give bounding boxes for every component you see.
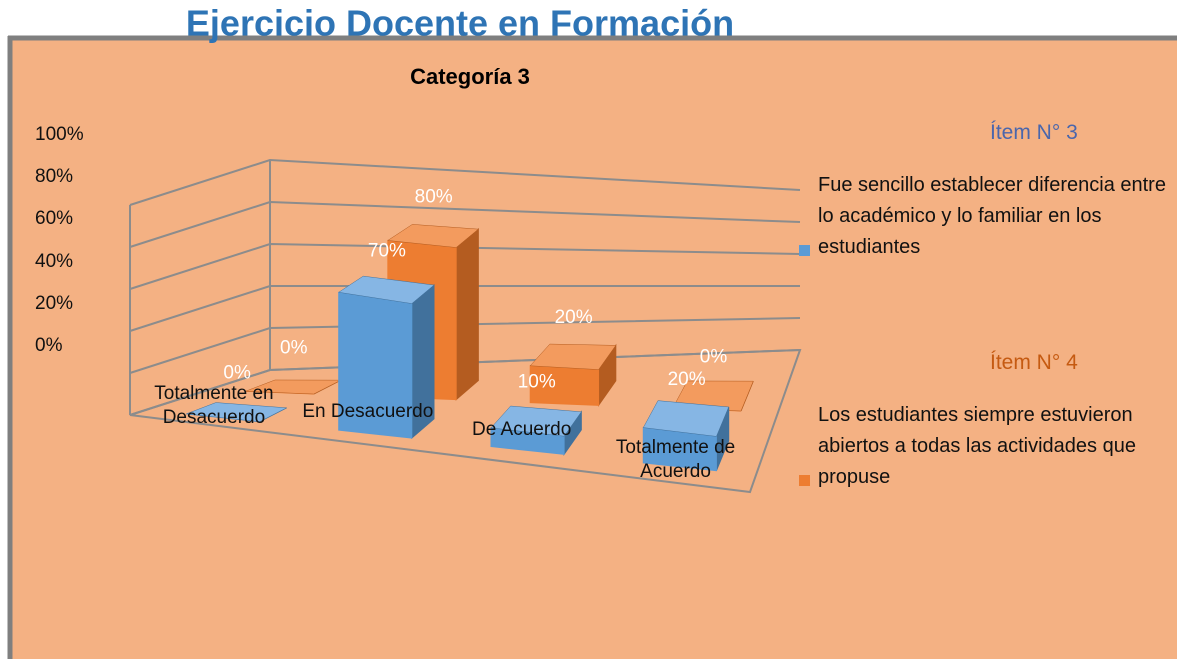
legend-label: Fue sencillo establecer diferencia entre… xyxy=(818,174,1166,258)
legend-title: Ítem N° 3 xyxy=(990,121,1078,144)
bar-top xyxy=(490,405,582,437)
chart-title: Ejercicio Docente en Formación xyxy=(186,3,734,44)
bar-top xyxy=(186,402,288,422)
bar xyxy=(529,343,617,407)
grid-line xyxy=(129,158,801,206)
y-tick-label: 60% xyxy=(35,208,74,230)
x-tick-label: Totalmente de Acuerdo xyxy=(615,436,736,482)
legend-label: Los estudiantes siempre estuvieron abier… xyxy=(818,404,1136,488)
grid-line xyxy=(129,200,801,248)
legend-title: Ítem N° 4 xyxy=(990,351,1078,374)
grid-line xyxy=(129,285,800,332)
y-tick-label: 0% xyxy=(35,335,63,356)
data-label: 80% xyxy=(415,186,453,207)
y-tick-label: 20% xyxy=(35,292,74,314)
bar-side xyxy=(455,228,479,401)
chart-subtitle: Categoría 3 xyxy=(410,64,530,89)
legend-swatch xyxy=(799,475,810,486)
bar-top xyxy=(338,275,435,304)
y-tick-label: 80% xyxy=(35,166,74,188)
y-tick-label: 40% xyxy=(35,250,74,272)
bar xyxy=(642,400,730,472)
data-label: 70% xyxy=(368,240,406,261)
bar-top xyxy=(529,343,617,370)
data-label: 0% xyxy=(280,337,308,358)
bar xyxy=(490,405,582,456)
data-label: 20% xyxy=(668,369,706,390)
x-tick-label: De Acuerdo xyxy=(472,418,572,440)
y-tick-label: 100% xyxy=(35,124,84,145)
grid-line xyxy=(129,349,801,416)
data-label: 10% xyxy=(518,371,556,392)
bar xyxy=(338,275,435,440)
bar-top xyxy=(387,224,480,248)
x-tick-label: Totalmente en Desacuerdo xyxy=(154,382,274,428)
data-label: 20% xyxy=(555,307,593,328)
grid-line xyxy=(129,242,801,290)
bar-top xyxy=(642,400,730,437)
legend-swatch xyxy=(799,245,810,256)
x-tick-label: En Desacuerdo xyxy=(302,400,434,422)
data-label: 0% xyxy=(700,346,728,367)
bar xyxy=(186,402,288,423)
grid-line xyxy=(129,317,801,374)
data-label: 0% xyxy=(223,363,251,384)
